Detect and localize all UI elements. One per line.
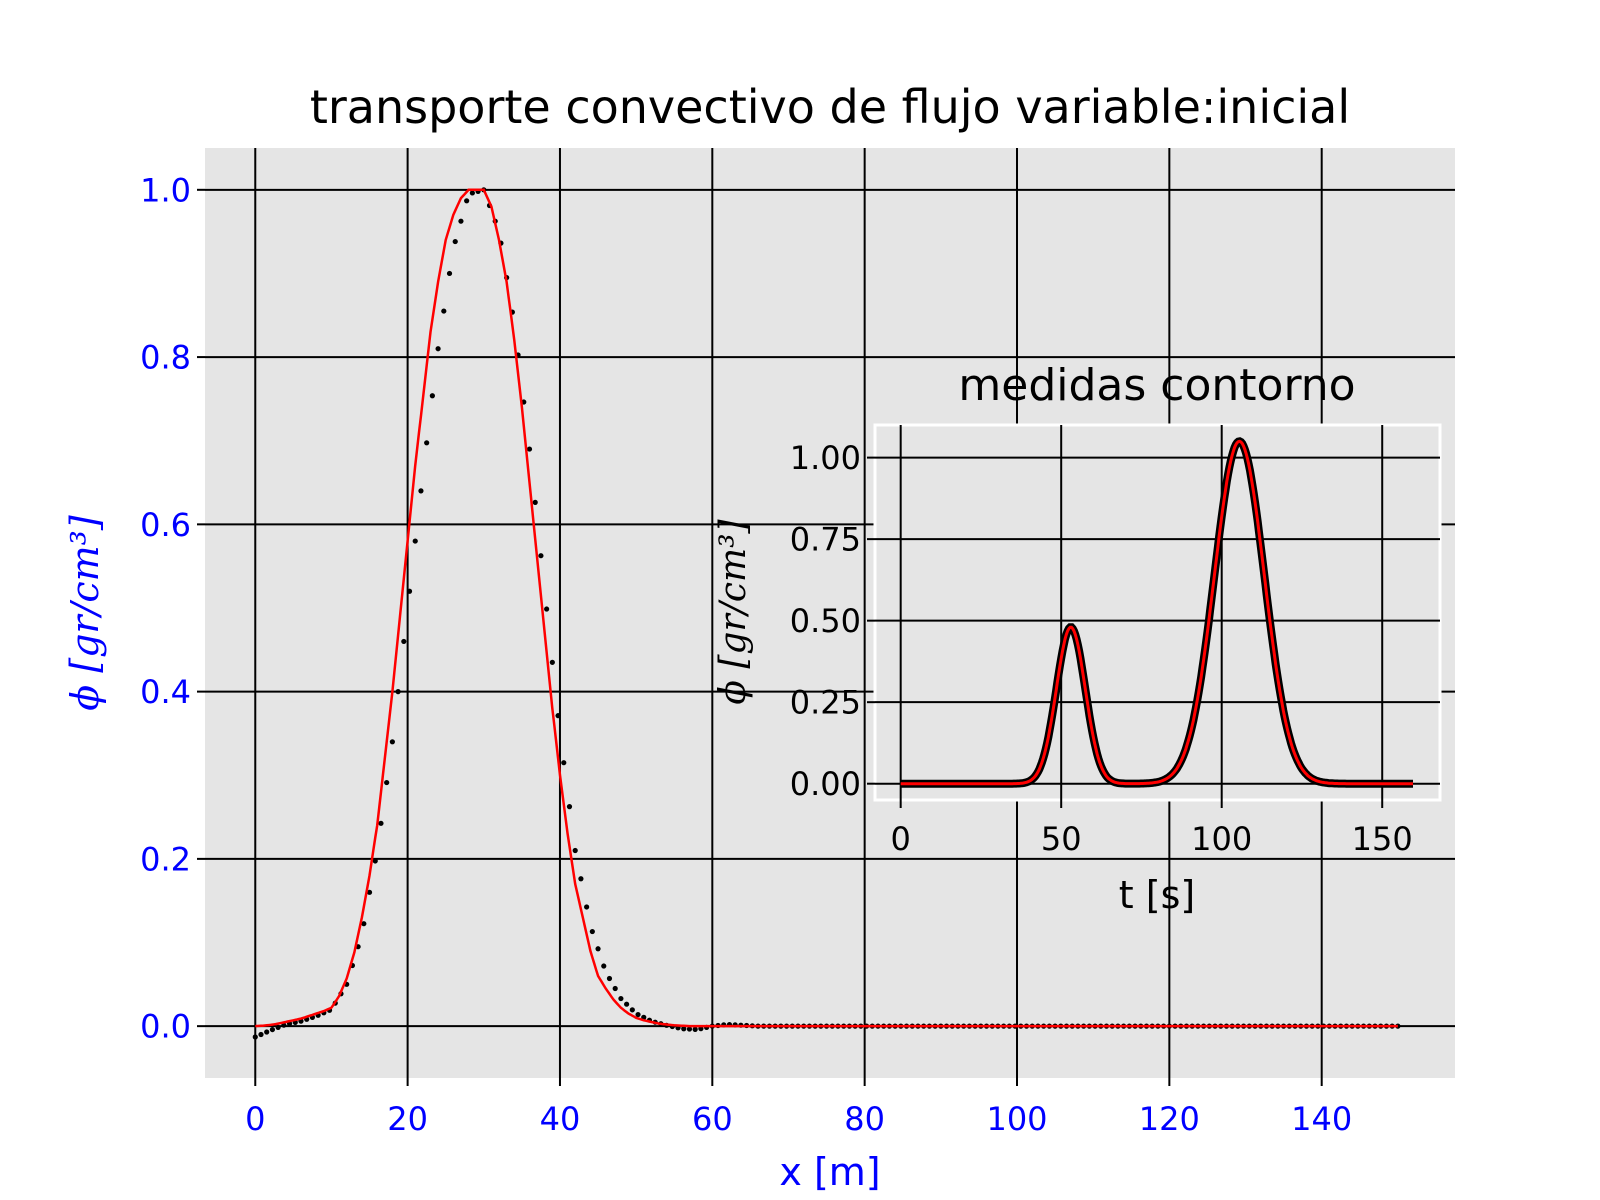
data-point: [629, 1007, 635, 1013]
inset-fit-line: [900, 439, 1413, 786]
inset-x-ticks: 0 50 100 150: [891, 800, 1413, 858]
y-tick-label: 0.00: [790, 765, 861, 803]
inset-axes: 0 50 100 150 0.00 0.25 0.50 0.75 1.00 medidas c…: [713, 360, 1442, 917]
data-point: [538, 553, 544, 559]
y-tick-label: 0.25: [790, 684, 861, 722]
data-point: [698, 1026, 704, 1032]
x-tick-label: 80: [844, 1100, 885, 1138]
x-tick-label: 100: [986, 1100, 1047, 1138]
data-point: [601, 963, 607, 969]
data-point: [366, 889, 373, 895]
data-point: [418, 488, 424, 494]
data-points-series: [252, 187, 1401, 1040]
main-y-ticks: 0.0 0.2 0.4 0.6 0.8 1.0: [140, 171, 205, 1046]
data-point: [435, 346, 441, 352]
main-title: transporte convectivo de flujo variable:…: [310, 80, 1350, 134]
fit-line: [255, 188, 1398, 1028]
data-point: [372, 858, 378, 864]
x-tick-label: 100: [1191, 820, 1252, 858]
main-x-ticks: 0 20 40 60 80 100 120 140: [245, 1078, 1352, 1138]
inset-plot-area: [873, 423, 1442, 802]
data-point: [395, 689, 401, 695]
data-point: [384, 779, 390, 786]
data-point: [526, 446, 533, 452]
data-point: [618, 995, 624, 1002]
data-point: [544, 606, 550, 612]
data-point: [401, 638, 407, 645]
inset-x-axis-label: t [s]: [1119, 873, 1195, 917]
data-point: [692, 1026, 698, 1032]
data-point: [572, 847, 578, 854]
data-point: [424, 440, 430, 446]
data-point: [566, 804, 573, 810]
x-tick-label: 120: [1139, 1100, 1200, 1138]
data-point: [532, 499, 538, 505]
data-point: [612, 985, 618, 992]
main-x-axis-label: x [m]: [779, 1150, 880, 1194]
data-point: [406, 588, 413, 594]
x-tick-label: 20: [387, 1100, 428, 1138]
data-point: [681, 1026, 687, 1032]
data-point: [561, 760, 567, 766]
y-tick-label: 0.0: [140, 1008, 191, 1046]
data-point: [275, 1024, 281, 1031]
x-tick-label: 0: [891, 820, 911, 858]
y-tick-label: 1.0: [140, 171, 191, 209]
inset-y-axis-label: ϕ [gr/cm³]: [713, 518, 754, 704]
data-point: [389, 739, 395, 745]
y-tick-label: 0.6: [140, 506, 191, 544]
x-tick-label: 140: [1291, 1100, 1352, 1138]
y-tick-label: 0.4: [140, 673, 191, 711]
x-tick-label: 150: [1352, 820, 1413, 858]
main-series: [252, 187, 1401, 1040]
data-point: [555, 713, 561, 719]
y-tick-label: 0.8: [140, 339, 191, 377]
data-point: [446, 270, 453, 277]
x-tick-label: 40: [540, 1100, 581, 1138]
inset-series: [900, 437, 1413, 788]
data-point: [578, 876, 584, 882]
data-point: [549, 659, 555, 665]
data-point: [412, 538, 418, 544]
inset-y-ticks: 0.00 0.25 0.50 0.75 1.00: [790, 439, 875, 803]
data-point: [441, 308, 447, 314]
x-tick-label: 60: [692, 1100, 733, 1138]
data-point: [258, 1031, 264, 1038]
data-point: [264, 1029, 270, 1035]
y-tick-label: 1.00: [790, 439, 861, 477]
data-point: [378, 820, 384, 826]
data-point: [589, 928, 595, 935]
main-y-axis-label: ϕ [gr/cm³]: [63, 515, 107, 711]
data-point: [595, 946, 601, 952]
data-point: [429, 393, 435, 399]
data-point: [252, 1034, 258, 1040]
inset-title: medidas contorno: [958, 360, 1355, 411]
y-tick-label: 0.75: [790, 521, 861, 559]
data-point: [458, 218, 464, 224]
data-point: [686, 1026, 693, 1032]
data-point: [606, 975, 613, 982]
x-tick-label: 0: [245, 1100, 265, 1138]
y-tick-label: 0.50: [790, 602, 861, 640]
data-point: [635, 1011, 641, 1018]
y-tick-label: 0.2: [140, 840, 191, 878]
data-point: [464, 198, 470, 204]
data-point: [469, 190, 475, 196]
x-tick-label: 50: [1041, 820, 1082, 858]
data-point: [361, 921, 367, 927]
data-point: [452, 238, 458, 245]
data-point: [269, 1026, 276, 1033]
data-point: [624, 1001, 630, 1007]
data-point: [584, 904, 590, 910]
